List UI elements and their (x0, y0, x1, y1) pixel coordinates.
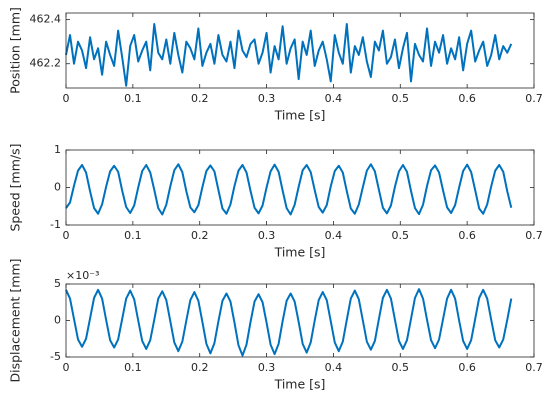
x-tick-label: 0 (63, 361, 70, 374)
x-tick-label: 0.2 (191, 92, 209, 105)
y-tick-label: 1 (54, 143, 61, 156)
y-tick-label: 0 (54, 181, 61, 194)
x-axis-label: Time [s] (274, 108, 326, 123)
x-tick-label: 0.7 (525, 229, 543, 242)
y-tick-label: 0 (54, 314, 61, 327)
line (65, 163, 513, 216)
x-axis-label: Time [s] (274, 377, 326, 392)
axes-box (65, 12, 535, 89)
x-tick-label: 0.5 (392, 229, 410, 242)
y-axis-label: Displacement [mm] (8, 258, 23, 382)
y-axis-label: Speed [mm/s] (8, 144, 23, 232)
x-tick-label: 0.3 (258, 361, 276, 374)
x-tick-label: 0.3 (258, 229, 276, 242)
y-axis-label: Position [mm] (8, 7, 23, 94)
line (65, 288, 513, 357)
y-tick-label: -1 (50, 218, 61, 231)
line (65, 23, 513, 87)
x-tick-label: 0.7 (525, 361, 543, 374)
x-tick-label: 0.4 (325, 92, 343, 105)
x-tick-label: 0.6 (458, 92, 476, 105)
x-tick-label: 0.4 (325, 361, 343, 374)
x-tick-label: 0.5 (392, 361, 410, 374)
plot-area (66, 284, 534, 357)
x-tick-label: 0.3 (258, 92, 276, 105)
x-tick-label: 0.2 (191, 361, 209, 374)
x-tick-label: 0.7 (525, 92, 543, 105)
y-tick-label: 5 (54, 277, 61, 290)
x-tick-label: 0.6 (458, 229, 476, 242)
x-tick-label: 0.1 (124, 361, 142, 374)
x-tick-label: 0.6 (458, 361, 476, 374)
x-tick-label: 0.5 (392, 92, 410, 105)
plot-area (66, 150, 534, 225)
x-axis-label: Time [s] (274, 245, 326, 260)
y-tick-label: 462.4 (30, 13, 62, 26)
exponent-label: ×10⁻³ (66, 269, 99, 282)
y-tick-label: 462.2 (30, 57, 62, 70)
x-tick-label: 0.1 (124, 92, 142, 105)
x-tick-label: 0 (63, 229, 70, 242)
x-tick-label: 0 (63, 92, 70, 105)
x-tick-label: 0.1 (124, 229, 142, 242)
y-tick-label: -5 (50, 350, 61, 363)
x-tick-label: 0.4 (325, 229, 343, 242)
x-tick-label: 0.2 (191, 229, 209, 242)
